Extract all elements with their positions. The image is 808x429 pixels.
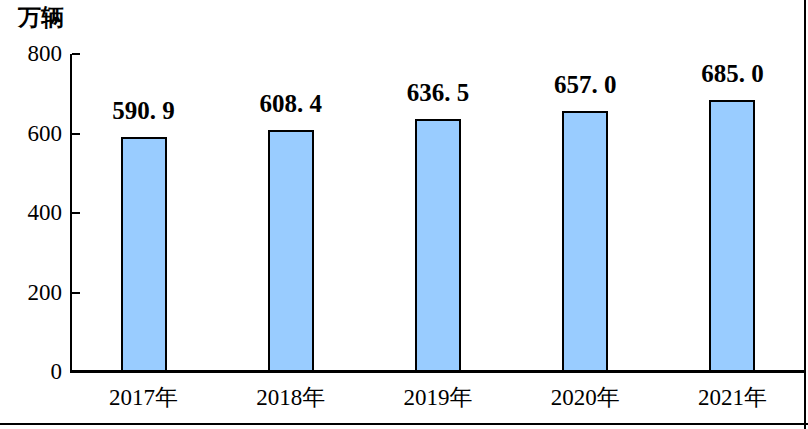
y-tick-label: 200 bbox=[2, 278, 62, 308]
bar-value-label: 685. 0 bbox=[667, 59, 797, 89]
y-axis-tick bbox=[72, 133, 80, 135]
bar bbox=[268, 130, 314, 372]
x-axis-category-label: 2021年 bbox=[662, 383, 802, 413]
page-border-right bbox=[804, 0, 806, 429]
y-axis-tick bbox=[72, 292, 80, 294]
x-axis-category-label: 2017年 bbox=[74, 383, 214, 413]
x-axis-category-label: 2020年 bbox=[515, 383, 655, 413]
y-axis-tick bbox=[72, 212, 80, 214]
x-axis-category-label: 2018年 bbox=[221, 383, 361, 413]
y-tick-label: 400 bbox=[2, 198, 62, 228]
x-axis-category-label: 2019年 bbox=[368, 383, 508, 413]
bar-value-label: 590. 9 bbox=[79, 96, 209, 126]
bar-value-label: 657. 0 bbox=[520, 70, 650, 100]
bar-value-label: 608. 4 bbox=[226, 89, 356, 119]
bar-chart: 万辆 0 200 400 600 800 590. 9 2017年 608. 4 2018年 63… bbox=[0, 0, 808, 429]
bar-value-label: 636. 5 bbox=[373, 78, 503, 108]
y-tick-label: 600 bbox=[2, 119, 62, 149]
bar bbox=[415, 119, 461, 372]
bar bbox=[709, 100, 755, 372]
y-axis-unit-label: 万辆 bbox=[18, 5, 64, 31]
bar bbox=[121, 137, 167, 372]
y-axis-tick bbox=[72, 53, 80, 55]
y-tick-label: 800 bbox=[2, 39, 62, 69]
bar bbox=[562, 111, 608, 372]
y-tick-label: 0 bbox=[2, 357, 62, 387]
page-border-bottom bbox=[0, 423, 808, 425]
